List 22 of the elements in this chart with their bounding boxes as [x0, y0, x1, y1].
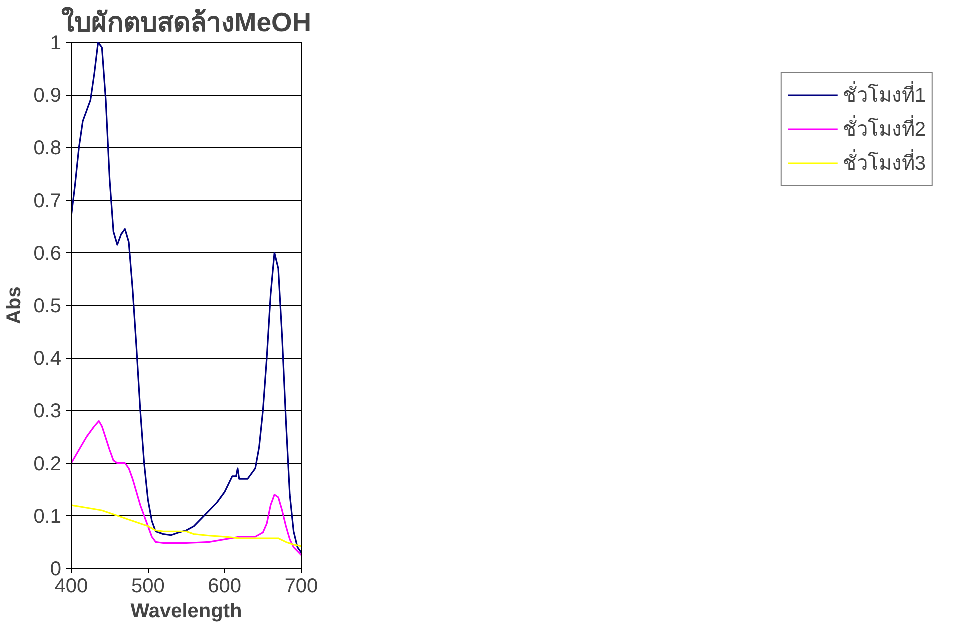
- line-series: [72, 42, 302, 554]
- y-tick-label: 0.2: [34, 453, 62, 476]
- y-axis-title: Abs: [4, 286, 26, 324]
- y-tick-label: 0.7: [34, 190, 62, 212]
- y-tick-label: 0.8: [34, 138, 62, 160]
- y-tick-label: 1: [50, 32, 62, 54]
- x-tick-label: 700: [284, 576, 318, 598]
- legend-label: ชั่วโมงที่2: [842, 114, 926, 143]
- y-tick-label: 0.4: [34, 348, 62, 370]
- y-tick-label: 0.6: [34, 242, 62, 265]
- line-series: [72, 420, 302, 556]
- y-tick-label: 0.5: [34, 296, 62, 318]
- legend-label: ชั่วโมงที่1: [842, 80, 926, 109]
- line-series: [72, 504, 302, 548]
- chart-title: ใบผักตบสดล้างMeOH: [61, 6, 312, 38]
- y-tick-label: 0.3: [34, 400, 62, 423]
- x-tick-label: 600: [208, 576, 242, 598]
- legend-label: ชั่วโมงที่3: [842, 148, 926, 177]
- y-tick-label: 0.9: [34, 85, 62, 108]
- y-tick-label: 0.1: [34, 506, 62, 528]
- x-tick-label: 500: [131, 576, 165, 598]
- x-axis-title: Wavelength: [130, 600, 242, 622]
